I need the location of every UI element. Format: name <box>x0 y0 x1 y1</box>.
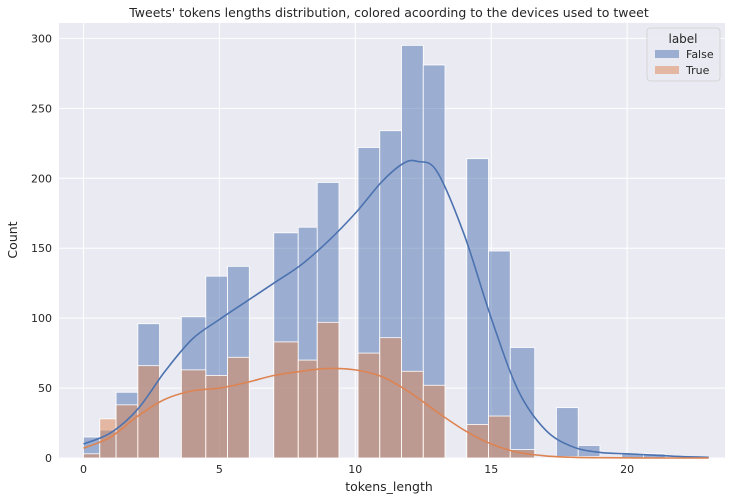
x-axis-label: tokens_length <box>345 479 433 494</box>
histogram-bar-true <box>488 415 511 459</box>
legend: label False True <box>646 27 721 82</box>
y-tick-labels: 0 50 100 150 200 250 300 <box>31 32 52 465</box>
x-tick-label: 5 <box>216 463 223 476</box>
legend-swatch-false <box>655 50 679 58</box>
histogram-bar-true <box>273 341 299 459</box>
y-tick-label: 50 <box>38 382 52 395</box>
x-tick-labels: 0 5 10 15 20 <box>80 463 634 476</box>
histogram-bar-true <box>401 370 424 459</box>
x-tick-label: 0 <box>80 463 87 476</box>
histogram-bar-true <box>297 359 318 459</box>
y-tick-label: 250 <box>31 102 52 115</box>
y-tick-label: 100 <box>31 312 52 325</box>
legend-label-false: False <box>686 48 714 61</box>
histogram-bar-true <box>227 356 250 459</box>
histogram-bar-true <box>422 384 446 459</box>
kde-line-true <box>83 367 709 459</box>
y-axis-label: Count <box>5 221 20 258</box>
kde-curves <box>83 159 709 459</box>
legend-swatch-true <box>655 66 679 74</box>
x-tick-label: 20 <box>620 463 634 476</box>
bars-group <box>83 44 666 459</box>
histogram-bar-true <box>83 453 101 459</box>
histogram-bar-true <box>316 321 340 459</box>
y-tick-label: 200 <box>31 172 52 185</box>
histogram-bar-true <box>180 369 207 459</box>
histogram-bar-false <box>509 347 536 459</box>
histogram-bar-true <box>379 337 402 459</box>
y-tick-label: 300 <box>31 32 52 45</box>
histogram-bar-false <box>556 407 579 459</box>
histogram-bar-true <box>357 352 381 459</box>
histogram-bar-true <box>137 365 160 459</box>
histogram-bar-false <box>466 158 489 459</box>
kde-line-false <box>83 159 709 459</box>
x-tick-label: 10 <box>348 463 362 476</box>
y-tick-label: 0 <box>45 452 52 465</box>
y-tick-label: 150 <box>31 242 52 255</box>
chart-title: Tweets' tokens lengths distribution, col… <box>128 5 649 20</box>
legend-title: label <box>668 32 697 46</box>
legend-label-true: True <box>685 64 710 77</box>
x-tick-label: 15 <box>484 463 498 476</box>
